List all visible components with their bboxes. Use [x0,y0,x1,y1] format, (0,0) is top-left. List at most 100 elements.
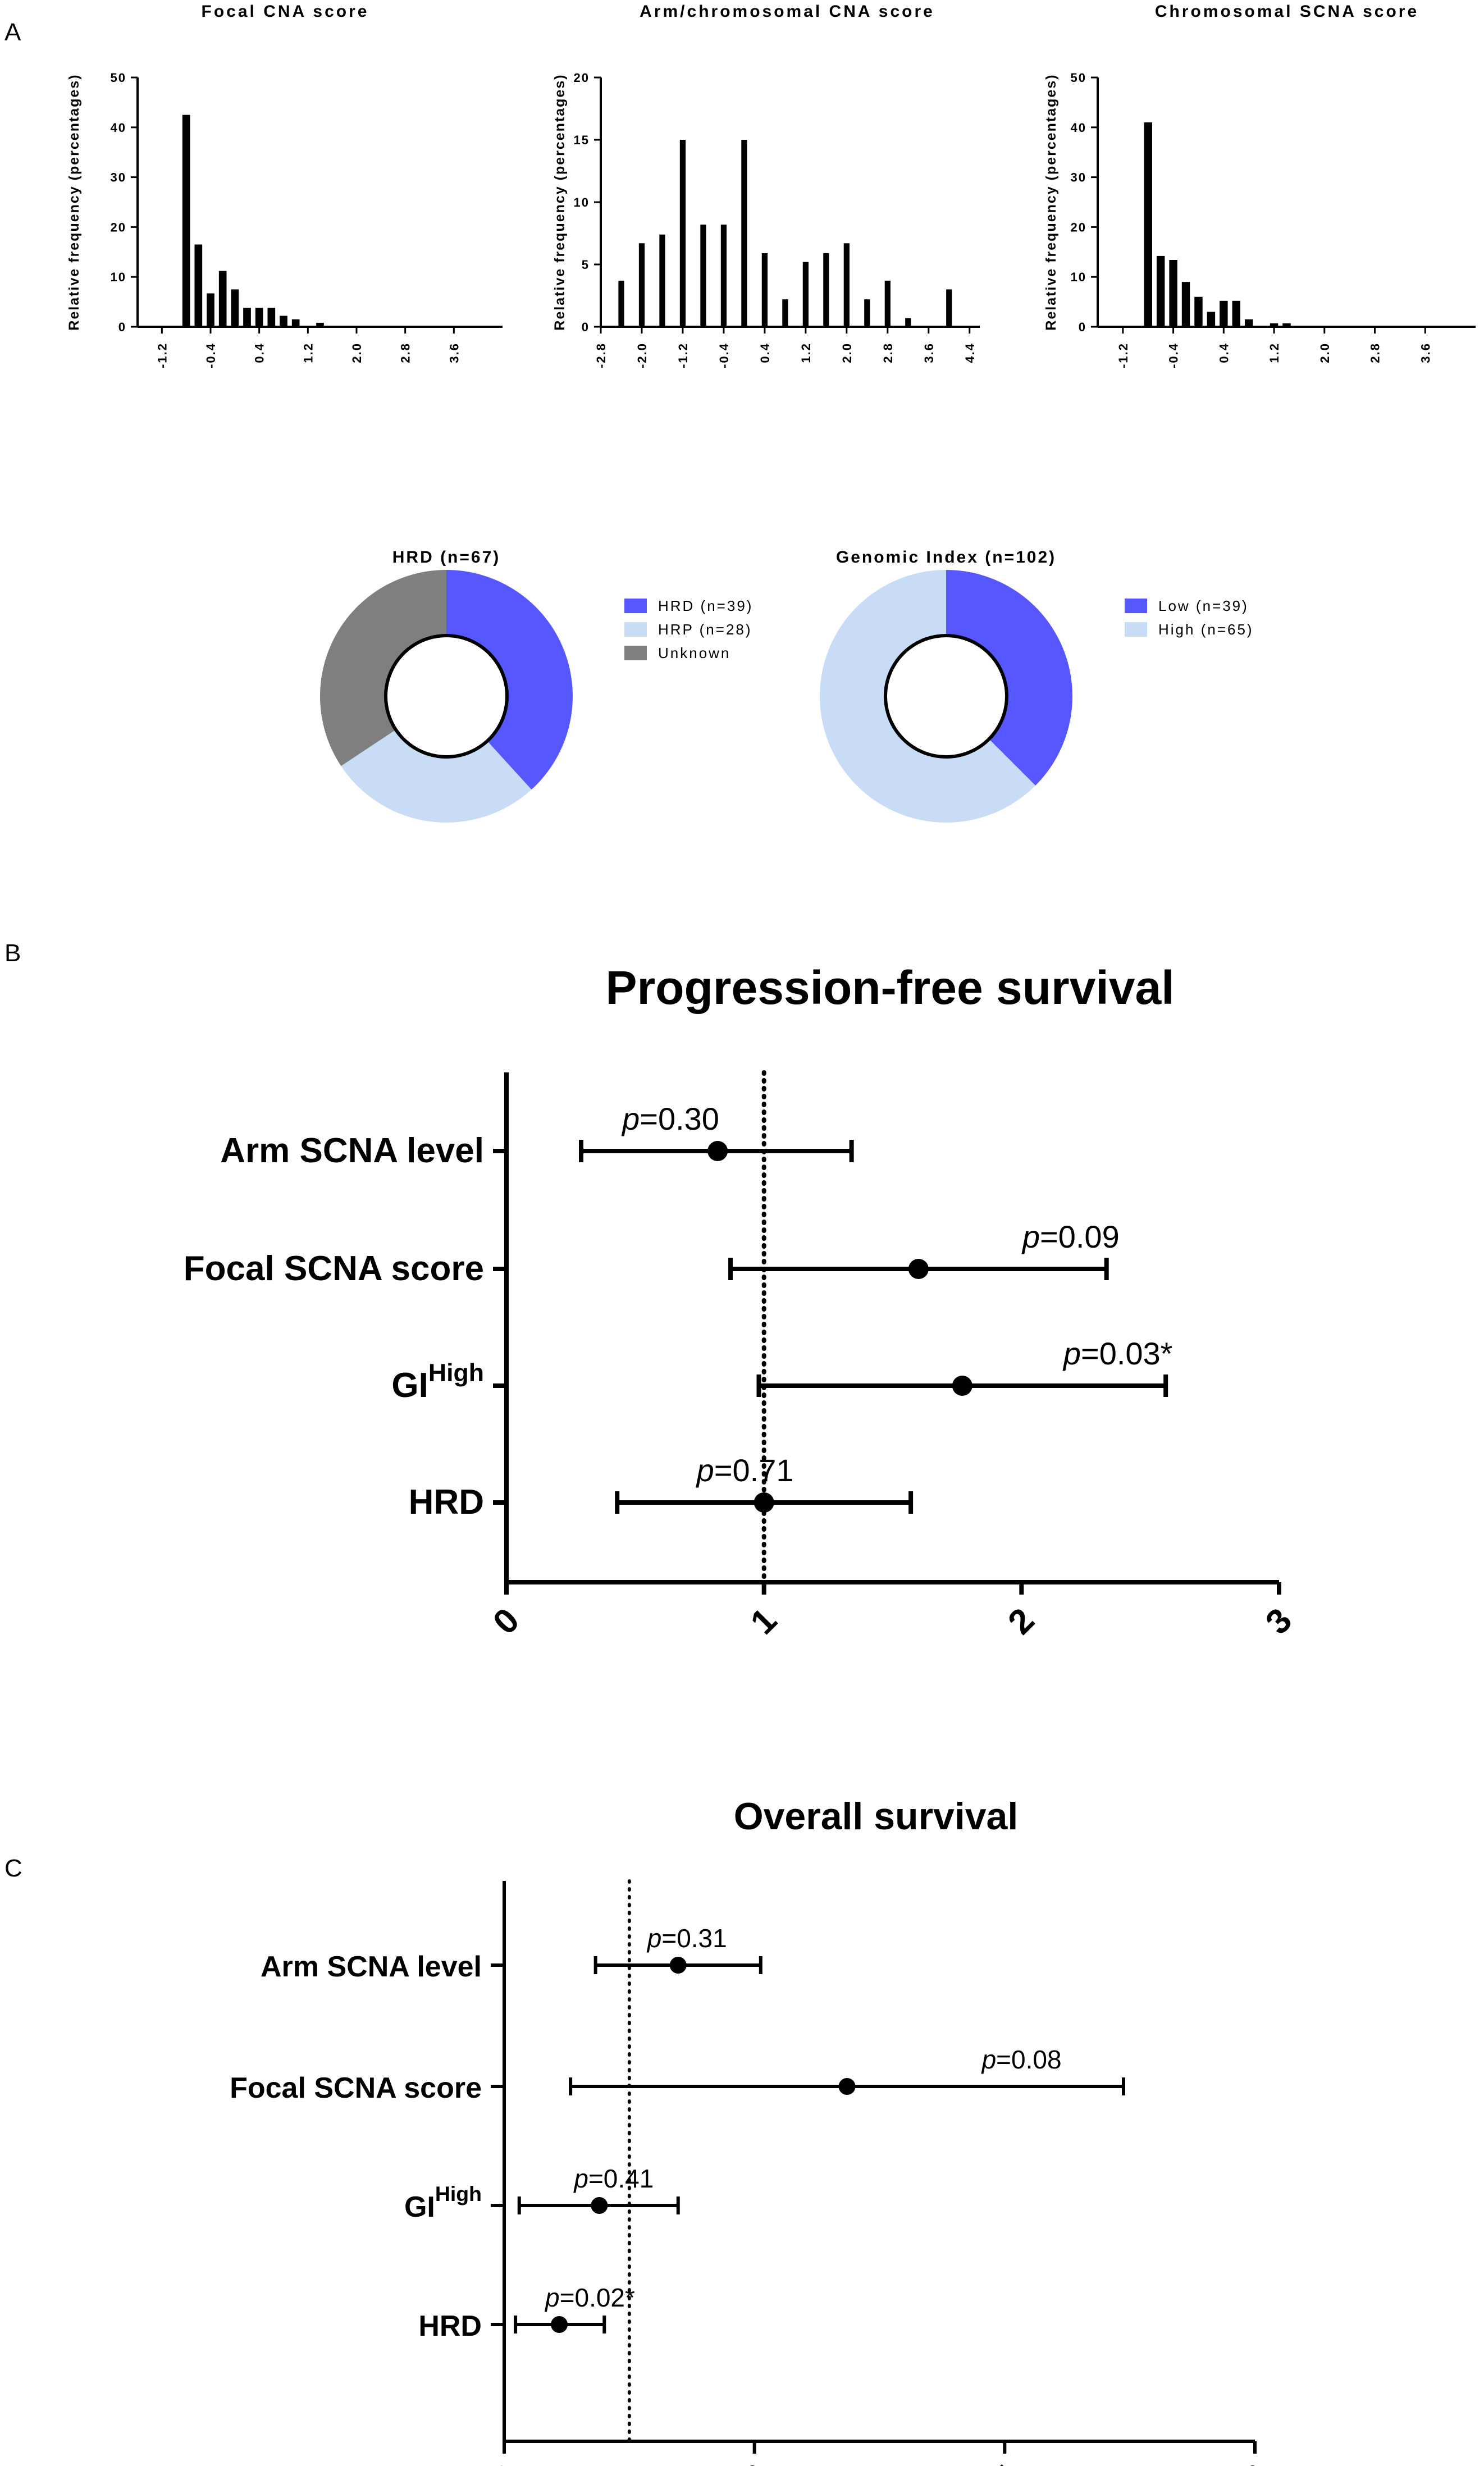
x-tick-label: 2.0 [840,342,854,363]
p-value-text: =0.08 [996,2045,1061,2074]
histogram-bar [720,224,727,327]
forest-row-label: GIHigh [404,2182,482,2223]
histogram-bar [884,280,891,327]
pfs-forest-plot: Progression-free survival 0 1 2 3 Arm SCNA le… [184,961,1299,1642]
histogram-bar [1220,300,1228,327]
donut-slice [320,570,446,766]
histogram-bar [182,115,190,327]
forest-row-label: Arm SCNA level [220,1131,484,1170]
forest-row-label-main: Focal SCNA score [184,1249,484,1288]
arm-cna-histogram: Arm/chromosomal CNA score Relative freque… [552,2,980,368]
forest-row-label: Focal SCNA score [184,1249,484,1288]
donut-title: HRD (n=67) [392,548,501,567]
point-estimate [838,2078,856,2095]
histogram-bar [1169,260,1177,327]
y-tick-label: 0 [118,320,126,334]
x-tick-label: 1.2 [301,342,315,363]
p-value-symbol: p [1062,1336,1081,1371]
histogram-bar [1270,323,1278,327]
forest-x-tick-label: 3 [1258,1601,1299,1642]
p-value-label: p=0.08 [981,2045,1062,2074]
histogram-bar [1181,282,1190,327]
y-tick-label: 30 [111,171,126,185]
histogram-bar [1194,296,1203,327]
legend-swatch [1125,599,1147,613]
histogram-bar [231,289,239,327]
forest-row-label-superscript: High [435,2182,482,2205]
p-value-symbol: p [621,1101,640,1136]
x-tick-label: -1.2 [676,342,690,368]
x-tick-label: 3.6 [1418,342,1432,363]
y-tick-label: 30 [1071,171,1086,185]
donut-slice [446,570,573,790]
histogram-bar [700,224,706,327]
x-tick-label: 0.4 [253,342,267,363]
forest-row-label: Arm SCNA level [261,1951,482,1983]
legend-swatch [624,599,647,613]
legend-label: Low (n=39) [1158,597,1249,614]
p-value-text: =0.09 [1040,1219,1120,1254]
donut-slice [820,570,1036,823]
x-tick-label: 2.0 [350,342,364,363]
forest-row-label-main: HRD [418,2310,482,2342]
legend-label: High (n=65) [1158,621,1254,638]
y-tick-label: 0 [1079,320,1086,334]
histogram-bar [843,243,850,327]
x-tick-label: 1.2 [799,342,813,363]
forest-x-tick-label: 0 [486,1601,527,1642]
point-estimate [591,2197,608,2214]
x-tick-label: 0.4 [1217,342,1231,363]
p-value-label: p=0.71 [696,1453,794,1488]
histogram-bar [679,140,686,327]
forest-row-label-main: HRD [409,1483,484,1522]
legend-swatch [1125,622,1147,637]
y-tick-label: 40 [111,121,126,135]
histogram-bar [291,319,300,327]
genomic-index-donut-chart: Genomic Index (n=102) Low (n=39) High (n=6… [820,548,1254,823]
y-axis-label: Relative frequency (percentages) [66,74,82,330]
histogram-bar [243,308,251,327]
forest-row-label-main: Arm SCNA level [261,1951,482,1983]
histogram-bar [864,299,870,327]
y-tick-label: 10 [111,270,126,284]
y-tick-label: 15 [574,133,590,147]
p-value-symbol: p [1021,1219,1040,1254]
donut-slice [946,570,1073,786]
y-tick-label: 20 [574,71,590,85]
histogram-title: Arm/chromosomal CNA score [640,2,935,21]
y-tick-label: 10 [1071,270,1086,284]
histogram-bar [946,289,952,327]
x-tick-label: -1.2 [155,342,169,368]
histogram-bar [782,299,788,327]
forest-x-tick-label: 4 [988,2458,1024,2466]
p-value-label: p=0.31 [646,1924,727,1953]
p-value-text: =0.71 [714,1453,794,1488]
forest-x-tick-label: 2 [1001,1601,1042,1642]
p-value-label: p=0.02* [544,2283,635,2312]
histogram-bar [741,140,747,327]
panel-letter-c: C [4,1855,22,1882]
forest-row-label: HRD [418,2310,482,2342]
p-value-label: p=0.09 [1021,1219,1120,1254]
donut-hole [384,634,509,759]
p-value-text: =0.30 [640,1101,719,1136]
histogram-bar [1244,319,1253,327]
x-tick-label: -0.4 [717,342,731,368]
histogram-bar [618,280,624,327]
forest-x-tick-label: 6 [1238,2458,1274,2466]
point-estimate [551,2316,568,2333]
forest-x-tick-label: 0 [487,2458,523,2466]
forest-row-label: GIHigh [391,1359,484,1405]
p-value-label: p=0.30 [621,1101,719,1136]
point-estimate [707,1141,728,1161]
histogram-bar [218,271,227,327]
histogram-bar [1232,300,1240,327]
p-value-text: =0.02* [560,2283,635,2312]
x-tick-label: 1.2 [1267,342,1281,363]
legend-label: HRP (n=28) [658,621,752,638]
os-forest-plot: Overall survival0246Arm SCNA levelp=0.31… [230,1795,1273,2466]
x-tick-label: 3.6 [447,342,461,363]
point-estimate [669,1957,687,1974]
histogram-bar [194,244,203,327]
